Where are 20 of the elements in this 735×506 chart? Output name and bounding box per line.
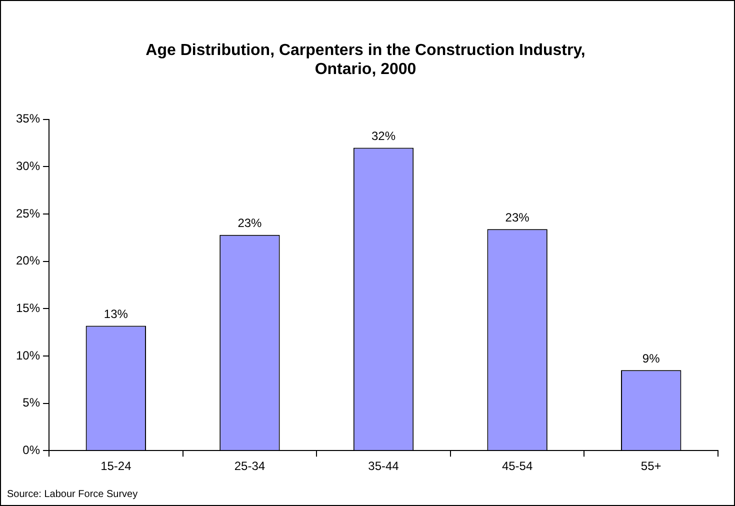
y-tick-label: 35% xyxy=(16,112,40,126)
y-tick-label: 5% xyxy=(22,396,40,410)
x-tick-label: 15-24 xyxy=(100,459,132,474)
data-label: 13% xyxy=(104,307,128,322)
x-tick-label: 55+ xyxy=(640,459,662,474)
x-tick-label: 35-44 xyxy=(368,459,400,474)
data-label: 9% xyxy=(642,351,660,366)
data-label: 23% xyxy=(505,210,530,224)
x-tick-label: 25-34 xyxy=(234,459,266,474)
y-tick-label: 25% xyxy=(16,206,40,220)
y-tick-label: 30% xyxy=(16,159,40,174)
y-tick-label: 0% xyxy=(22,442,40,457)
source-note: Source: Labour Force Survey xyxy=(7,489,138,500)
x-tick-label: 45-54 xyxy=(502,459,533,474)
data-label: 32% xyxy=(371,129,396,144)
y-tick-label: 15% xyxy=(16,300,40,315)
y-tick-label: 10% xyxy=(16,348,40,362)
y-tick-label: 20% xyxy=(16,254,40,268)
data-label: 23% xyxy=(238,216,262,230)
chart-title: Age Distribution, Carpenters in the Construction Industry, Ontario, 2000 xyxy=(146,42,586,78)
